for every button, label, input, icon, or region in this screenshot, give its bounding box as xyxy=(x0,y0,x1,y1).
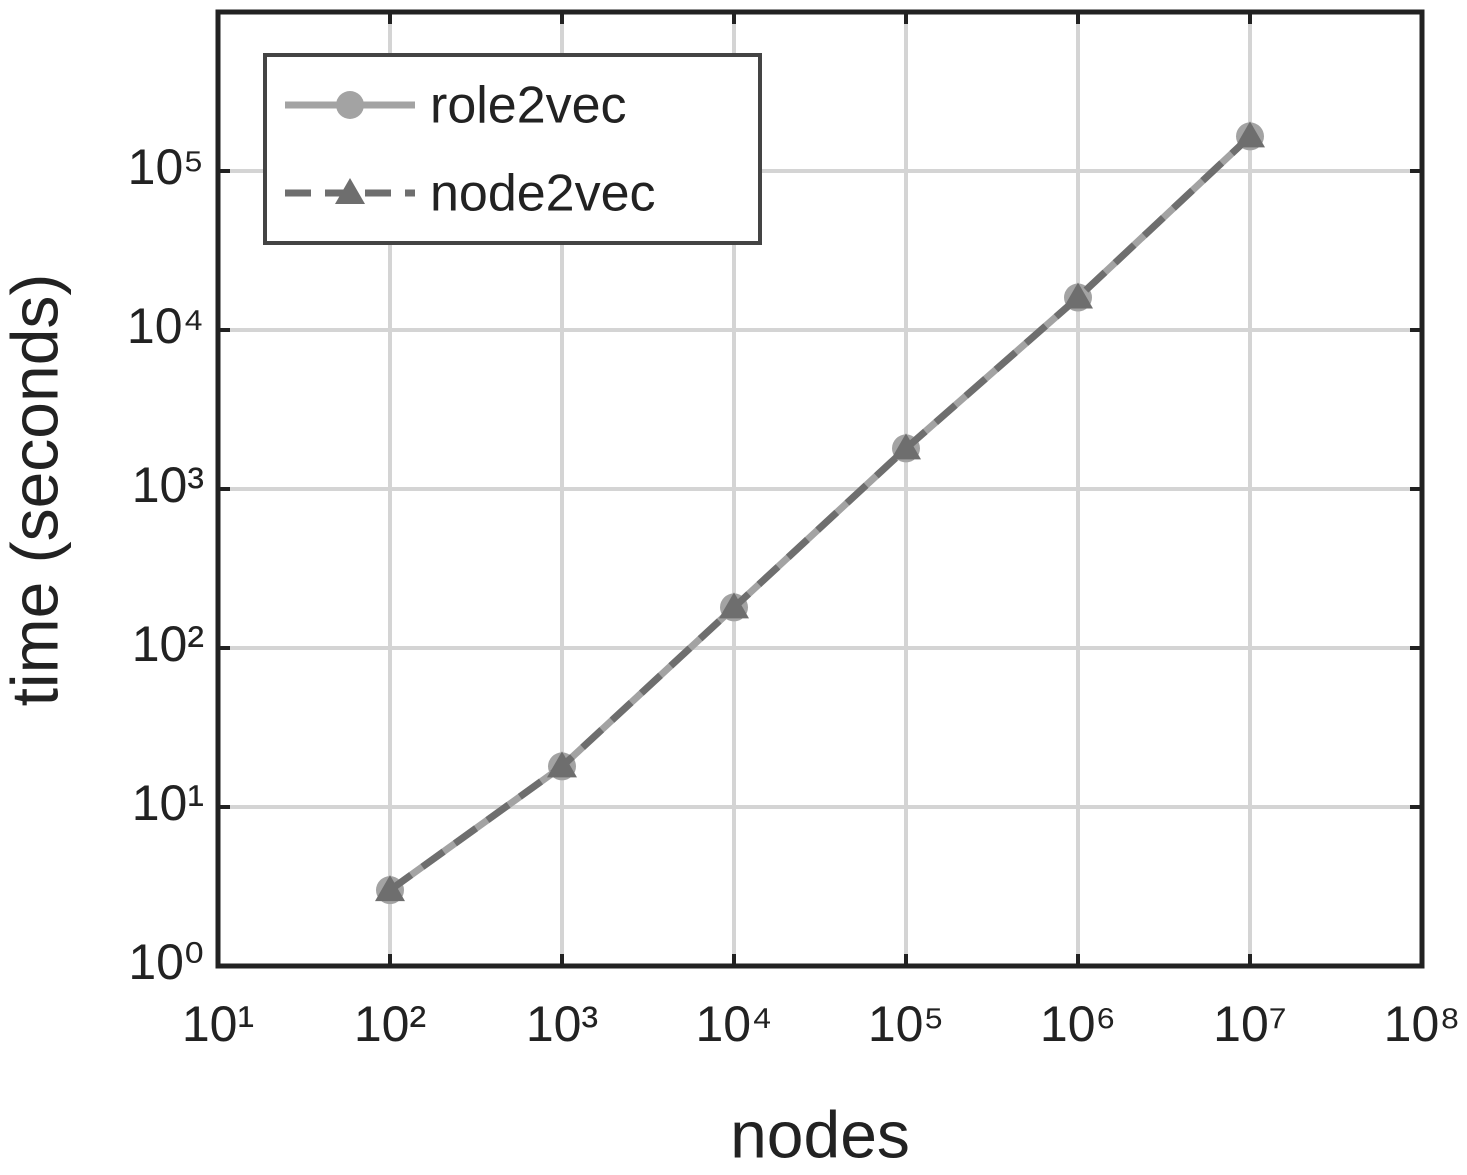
plot-frame xyxy=(215,9,1425,969)
legend-marker xyxy=(336,91,364,119)
marker xyxy=(547,751,577,778)
x-tick-label: 10² xyxy=(354,996,426,1052)
x-tick-label: 10⁴ xyxy=(695,996,772,1052)
x-tick-label: 10⁶ xyxy=(1040,996,1116,1052)
legend-box xyxy=(263,53,762,245)
y-axis-label: time (seconds) xyxy=(0,274,71,707)
x-axis-label: nodes xyxy=(730,1097,910,1171)
series-line xyxy=(387,133,1253,893)
y-tick-label: 10⁰ xyxy=(128,934,204,990)
marker xyxy=(1235,121,1265,148)
x-tick-label: 10⁸ xyxy=(1384,996,1461,1052)
marker xyxy=(1063,282,1093,309)
marker xyxy=(375,875,405,902)
legend-label: node2vec xyxy=(430,165,656,223)
y-tick-label: 10⁵ xyxy=(128,139,204,195)
marker xyxy=(891,433,921,460)
y-tick-label: 10¹ xyxy=(132,775,204,831)
x-tick-label: 10⁷ xyxy=(1213,996,1287,1052)
x-tick-label: 10¹ xyxy=(182,996,254,1052)
series-line xyxy=(387,133,1253,893)
y-tick-label: 10² xyxy=(132,616,204,672)
x-tick-label: 10³ xyxy=(526,996,598,1052)
y-tick-label: 10⁴ xyxy=(127,298,204,354)
y-tick-label: 10³ xyxy=(132,457,204,513)
legend-label: role2vec xyxy=(430,77,627,135)
marker xyxy=(719,592,749,619)
x-tick-label: 10⁵ xyxy=(868,996,944,1052)
legend-marker xyxy=(335,178,365,204)
